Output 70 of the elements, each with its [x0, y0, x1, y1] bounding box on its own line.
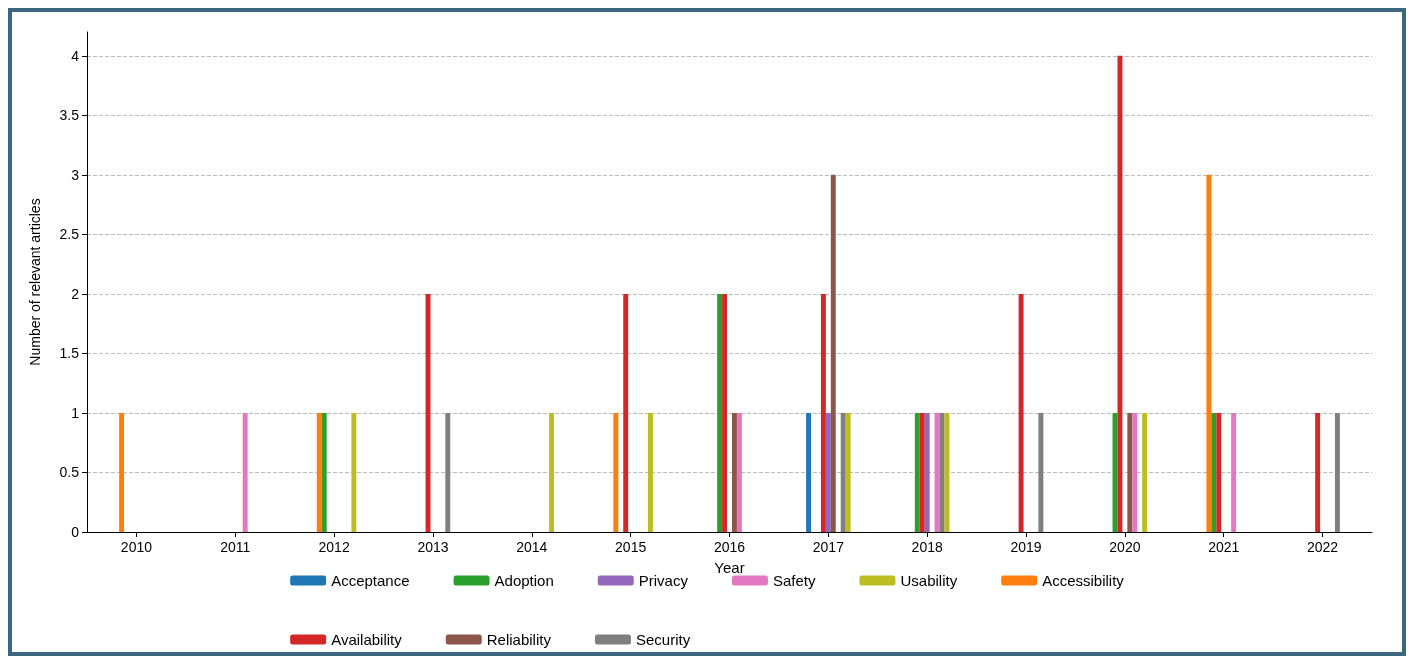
legend-label: Usability [900, 572, 958, 589]
bar [242, 412, 248, 532]
x-tick-label: 2017 [812, 539, 845, 555]
bar [845, 412, 851, 532]
legend-label: Safety [772, 572, 816, 589]
bar [1132, 412, 1138, 532]
bar [321, 412, 327, 532]
bar [924, 412, 930, 532]
legend-label: Adoption [494, 572, 554, 589]
y-tick-label: 2 [71, 285, 80, 302]
x-tick-label: 2019 [1010, 539, 1042, 555]
y-tick-label: 3 [71, 166, 80, 183]
bar [119, 412, 125, 532]
bar [736, 412, 742, 532]
y-tick-label: 0.5 [59, 464, 80, 481]
y-tick-label: 4 [71, 47, 80, 64]
bar [1206, 174, 1212, 532]
bar [934, 412, 940, 532]
legend-label: Availability [331, 631, 403, 648]
bar [549, 412, 555, 532]
bar [445, 412, 451, 532]
bar [1315, 412, 1321, 532]
bar [613, 412, 619, 532]
y-tick-label: 2.5 [59, 226, 80, 243]
bar [1334, 412, 1340, 532]
bar [1142, 412, 1148, 532]
legend-label: Security [635, 631, 691, 648]
y-tick-label: 1.5 [59, 345, 80, 362]
bar [1038, 412, 1044, 532]
bar [840, 412, 846, 532]
x-axis-title: Year [714, 559, 745, 576]
bar [1117, 55, 1123, 532]
bar [647, 412, 653, 532]
bar [316, 412, 322, 532]
bar [820, 293, 826, 532]
bar [1231, 412, 1237, 532]
bar [944, 412, 950, 532]
x-tick-label: 2011 [220, 539, 251, 555]
bar [914, 412, 920, 532]
bar [623, 293, 629, 532]
bar [1018, 293, 1024, 532]
y-tick-label: 3.5 [59, 107, 80, 124]
bar [1127, 412, 1133, 532]
bar [717, 293, 723, 532]
y-tick-label: 1 [71, 404, 80, 421]
x-tick-label: 2010 [120, 539, 153, 555]
x-tick-label: 2018 [911, 539, 943, 555]
x-tick-label: 2012 [318, 539, 350, 555]
legend-label: Privacy [638, 572, 689, 589]
x-tick-label: 2020 [1109, 539, 1141, 555]
legend-label: Acceptance [331, 572, 410, 589]
x-tick-label: 2021 [1208, 539, 1240, 555]
bar [830, 174, 836, 532]
x-tick-label: 2015 [615, 539, 647, 555]
x-tick-label: 2014 [516, 539, 548, 555]
bar [1216, 412, 1222, 532]
y-axis-title: Number of relevant articles [27, 198, 43, 366]
bar [806, 412, 812, 532]
legend-label: Reliability [486, 631, 552, 648]
bar [1211, 412, 1217, 532]
bar [825, 412, 831, 532]
x-tick-label: 2016 [713, 539, 746, 555]
x-tick-label: 2013 [417, 539, 449, 555]
bar [919, 412, 925, 532]
legend-label: Accessibility [1042, 572, 1125, 589]
bar [722, 293, 728, 532]
bar [731, 412, 737, 532]
x-tick-label: 2022 [1307, 539, 1339, 555]
y-tick-label: 0 [71, 524, 80, 540]
bar [351, 412, 357, 532]
